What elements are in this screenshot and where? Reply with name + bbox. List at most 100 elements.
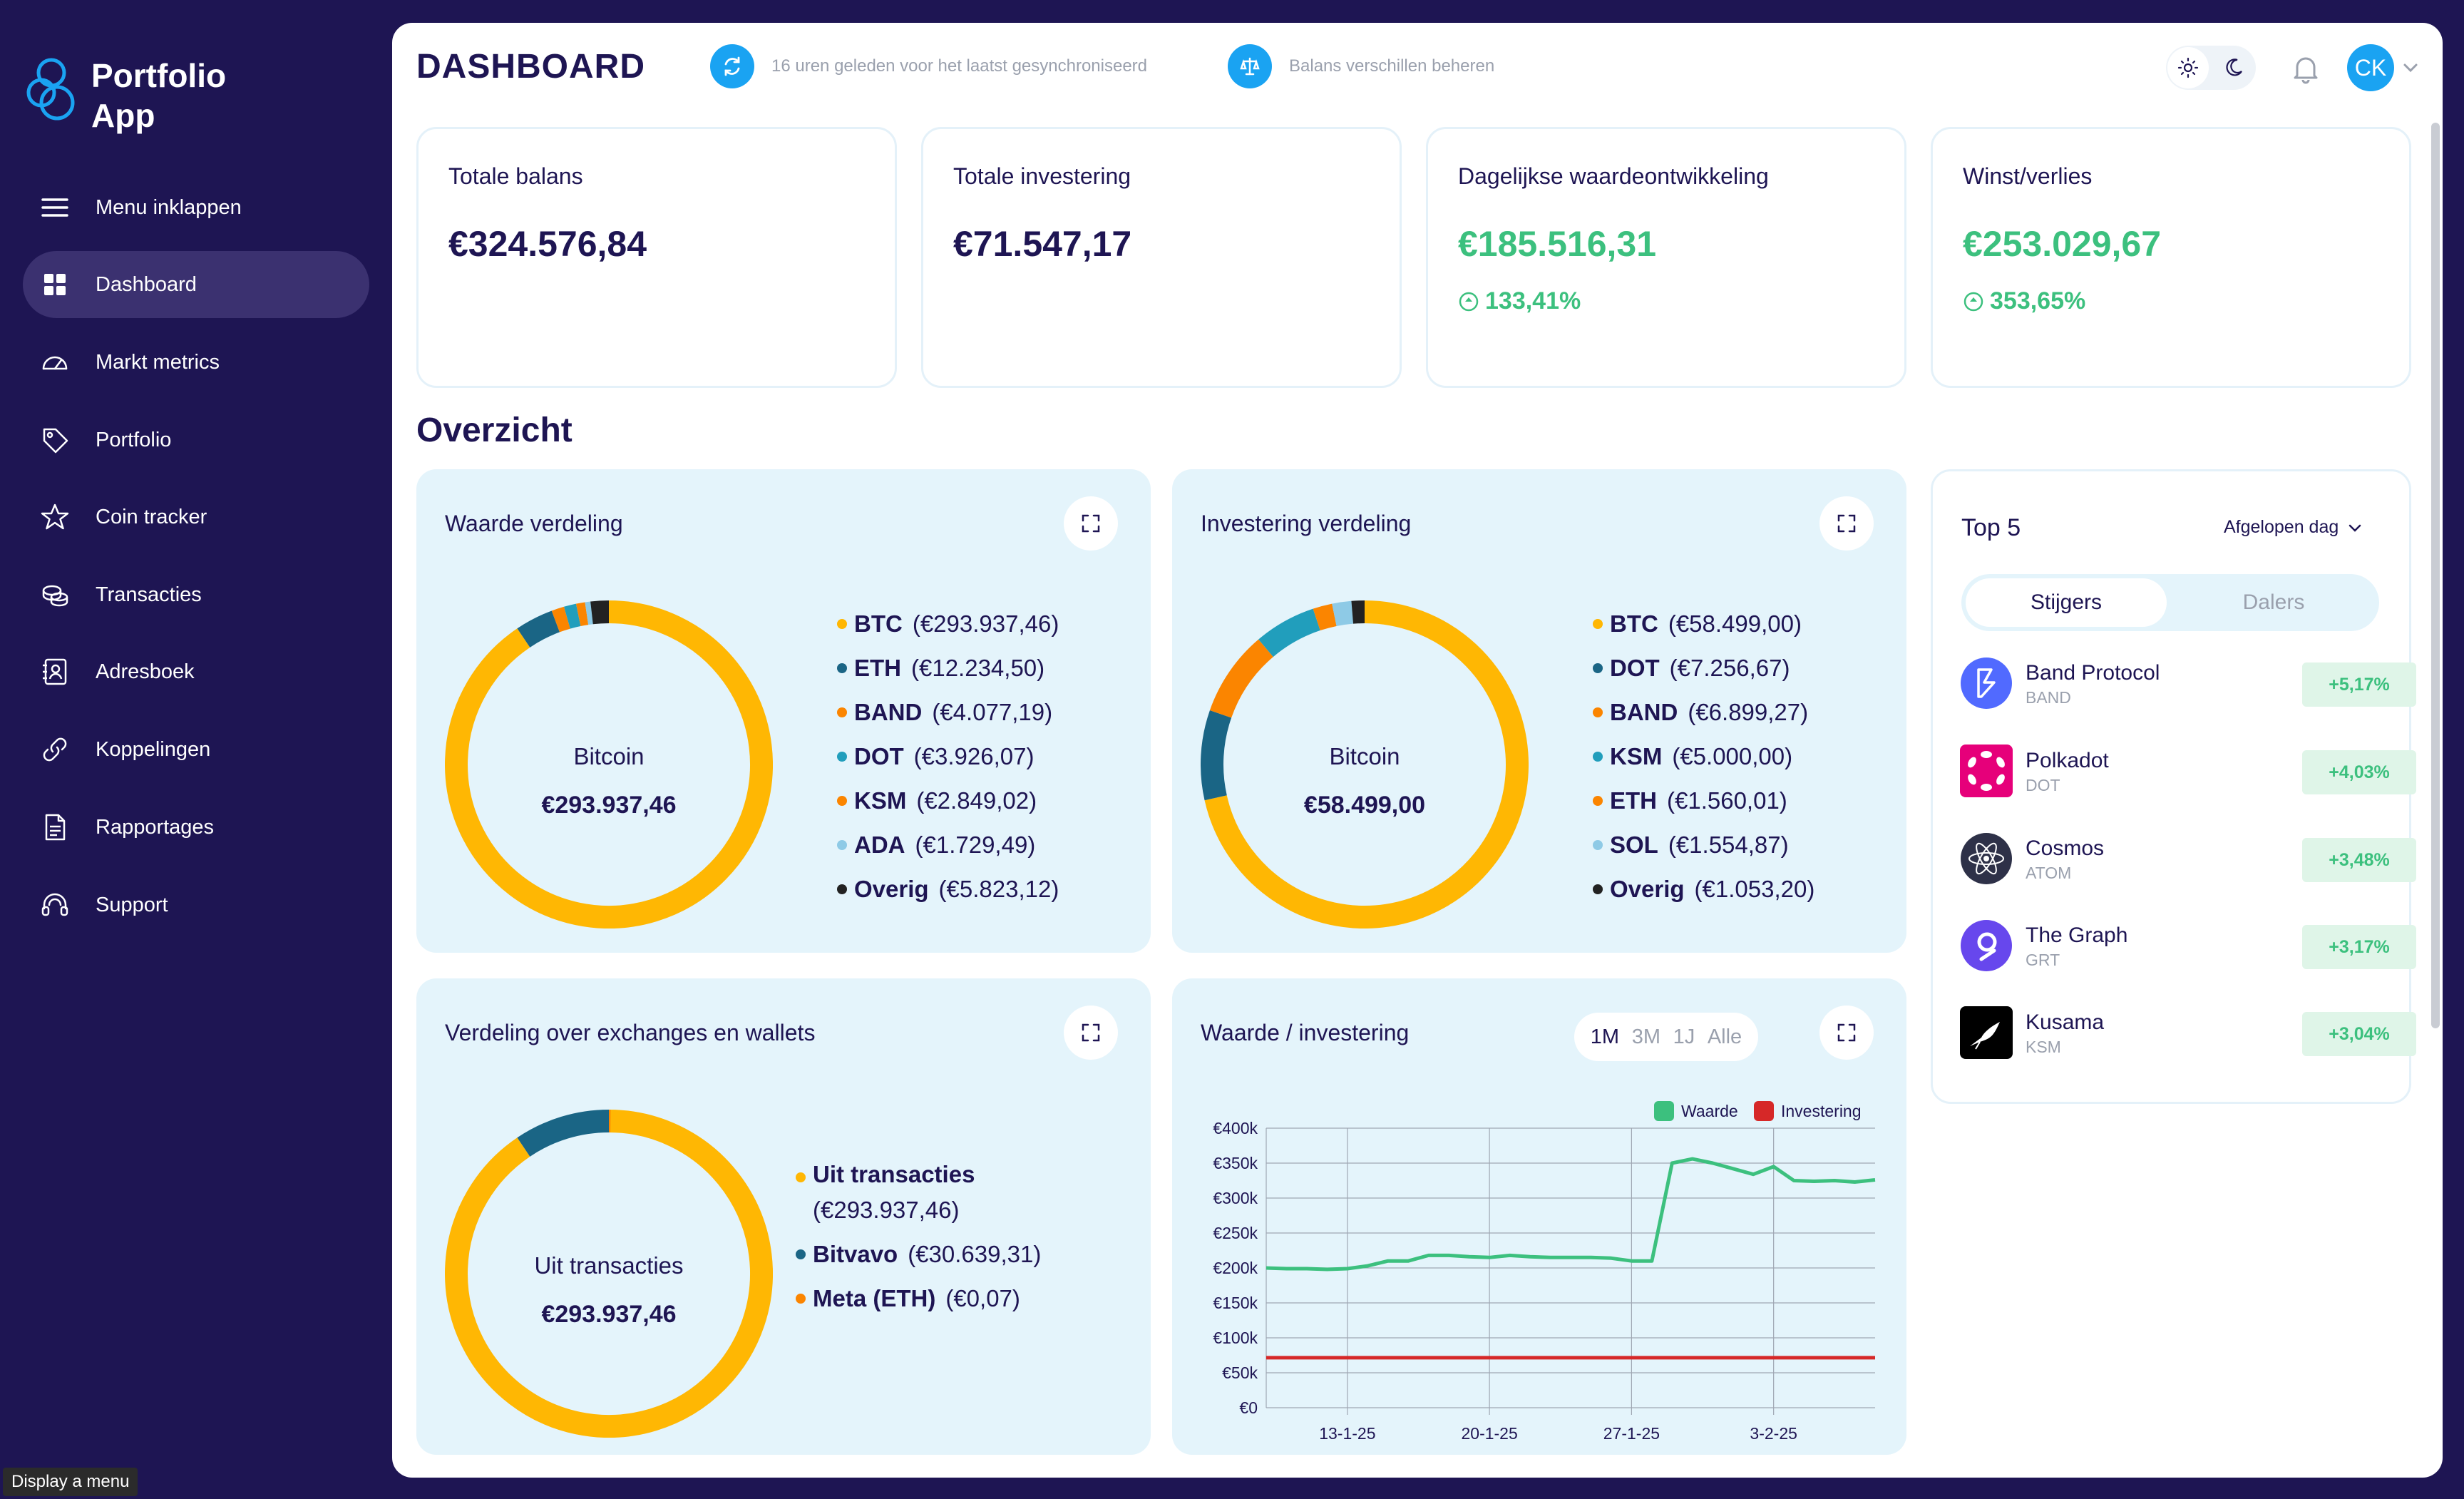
sidebar-item-support[interactable]: Support: [23, 871, 369, 938]
legend: BTC (€58.499,00) DOT (€7.256,67) BAND (€6.899…: [1593, 602, 1814, 911]
legend-dot: [1593, 707, 1603, 717]
donut-center: Bitcoin €293.937,46: [541, 743, 677, 819]
kusama-logo: [1960, 1006, 2013, 1059]
menu-collapse-button[interactable]: Menu inklappen: [23, 174, 369, 241]
coin-row[interactable]: Band Protocol BAND +5,17%: [1960, 657, 2416, 710]
sidebar-item-transacties[interactable]: Transacties: [23, 561, 369, 628]
logo-icon: [26, 58, 75, 121]
donut-slice-overig[interactable]: [1351, 600, 1365, 624]
sidebar-item-rapportages[interactable]: Rapportages: [23, 794, 369, 861]
balance-text: Balans verschillen beheren: [1289, 56, 1495, 76]
y-tick-label: €0: [1239, 1398, 1258, 1417]
sidebar-item-adresboek[interactable]: Adresboek: [23, 638, 369, 705]
donut-slice-ksm[interactable]: [1258, 608, 1321, 658]
tooltip: Display a menu: [3, 1468, 138, 1496]
legend-item-amount: (€293.937,46): [813, 1197, 960, 1223]
coin-row[interactable]: The Graph GRT +3,17%: [1960, 919, 2416, 972]
sidebar-item-portfolio[interactable]: Portfolio: [23, 406, 369, 474]
balance-differences-link[interactable]: Balans verschillen beheren: [1228, 44, 1494, 88]
expand-icon[interactable]: [1064, 496, 1118, 551]
donut-slice-dot[interactable]: [1201, 710, 1232, 801]
legend-symbol: Overig: [1610, 876, 1685, 902]
legend-item: Meta (ETH) (€0,07): [796, 1277, 1041, 1321]
legend-item: ADA (€1.729,49): [837, 823, 1059, 867]
donut-slice-ksm[interactable]: [576, 602, 589, 627]
legend-item: ETH (€12.234,50): [837, 646, 1059, 690]
donut-slice-btc[interactable]: [1204, 600, 1529, 928]
contact-book-icon: [23, 657, 87, 687]
range-1m[interactable]: 1M: [1590, 1025, 1620, 1048]
sync-status[interactable]: 16 uren geleden voor het laatst gesynchr…: [710, 44, 1147, 88]
donut-slice-overig[interactable]: [590, 600, 610, 625]
range-3m[interactable]: 3M: [1631, 1025, 1660, 1048]
sidebar-item-dashboard[interactable]: Dashboard: [23, 251, 369, 318]
tab-fallers[interactable]: Dalers: [2242, 590, 2305, 614]
range-1j[interactable]: 1J: [1673, 1025, 1695, 1048]
tab-risers[interactable]: Stijgers: [1966, 578, 2167, 627]
sidebar-item-coin-tracker[interactable]: Coin tracker: [23, 484, 369, 551]
legend-symbol: ADA: [854, 832, 905, 858]
chevron-down-icon[interactable]: [2401, 58, 2420, 77]
donut-slice-uit-transacties[interactable]: [445, 1110, 773, 1438]
legend-symbol: ETH: [854, 655, 901, 681]
app-logo[interactable]: Portfolio App: [24, 56, 226, 137]
donut-slice-eth[interactable]: [517, 610, 560, 648]
y-tick-label: €250k: [1213, 1224, 1258, 1242]
stat-percentage: 353,65%: [1963, 287, 2085, 315]
legend-symbol: Overig: [854, 876, 929, 902]
the-graph-logo: [1960, 919, 2013, 972]
panel-title: Verdeling over exchanges en wallets: [445, 1020, 816, 1045]
donut-slice-bitvavo[interactable]: [517, 1110, 610, 1157]
scrollbar[interactable]: [2431, 123, 2440, 1028]
legend-label[interactable]: Waarde: [1681, 1102, 1738, 1120]
coin-row[interactable]: Kusama KSM +3,04%: [1960, 1006, 2416, 1059]
legend-dot: [1593, 796, 1603, 806]
donut-center: Uit transacties €293.937,46: [534, 1252, 684, 1328]
coins-icon: [23, 580, 87, 610]
panel-title: Waarde / investering: [1201, 1020, 1410, 1045]
gauge-icon: [23, 347, 87, 377]
period-dropdown[interactable]: Afgelopen dag: [2224, 517, 2363, 538]
theme-toggle[interactable]: [2166, 46, 2256, 90]
legend-dot: [837, 707, 847, 717]
stat-label: Totale balans: [448, 163, 583, 189]
series-line-waarde[interactable]: [1266, 1157, 1876, 1272]
legend-symbol: BAND: [854, 699, 923, 725]
legend: Uit transacties (€293.937,46) Bitvavo (€…: [796, 1144, 1041, 1321]
donut-slice-dot[interactable]: [564, 603, 581, 629]
stat-value: €253.029,67: [1963, 224, 2162, 264]
donut-slice-btc[interactable]: [445, 600, 773, 928]
legend-item: Uit transacties: [796, 1144, 1041, 1188]
y-tick-label: €150k: [1213, 1294, 1258, 1312]
legend-amount: (€293.937,46): [912, 610, 1059, 637]
legend-dot: [796, 1249, 806, 1259]
legend-dot: [837, 752, 847, 762]
sidebar-item-markt-metrics[interactable]: Markt metrics: [23, 329, 369, 396]
range-alle[interactable]: Alle: [1707, 1025, 1742, 1048]
expand-icon[interactable]: [1819, 1006, 1874, 1060]
expand-icon[interactable]: [1064, 1006, 1118, 1060]
legend-amount: (€7.256,67): [1669, 655, 1790, 681]
moon-icon[interactable]: [2213, 47, 2254, 88]
sun-icon[interactable]: [2167, 47, 2209, 88]
donut-slice-eth[interactable]: [1313, 603, 1337, 631]
donut-slice-band[interactable]: [1209, 639, 1274, 718]
legend-label[interactable]: Investering: [1781, 1102, 1862, 1120]
legend-item: BAND (€4.077,19): [837, 690, 1059, 735]
refresh-icon[interactable]: [710, 44, 754, 88]
legend-dot: [1593, 663, 1603, 673]
x-tick-label: 27-1-25: [1603, 1424, 1660, 1443]
coin-row[interactable]: Cosmos ATOM +3,48%: [1960, 832, 2416, 885]
page-title: DASHBOARD: [416, 48, 645, 86]
donut-slice-band[interactable]: [551, 606, 570, 633]
sidebar-item-koppelingen[interactable]: Koppelingen: [23, 716, 369, 783]
bell-icon[interactable]: [2289, 51, 2323, 86]
legend-symbol: BTC: [854, 610, 903, 637]
legend-dot: [1593, 619, 1603, 629]
donut-slice-sol[interactable]: [1332, 600, 1354, 626]
coin-row[interactable]: Polkadot DOT +4,03%: [1960, 745, 2416, 797]
legend-amount: (€3.926,07): [913, 743, 1035, 769]
avatar[interactable]: CK: [2347, 44, 2394, 91]
legend-symbol: SOL: [1610, 832, 1658, 858]
expand-icon[interactable]: [1819, 496, 1874, 551]
